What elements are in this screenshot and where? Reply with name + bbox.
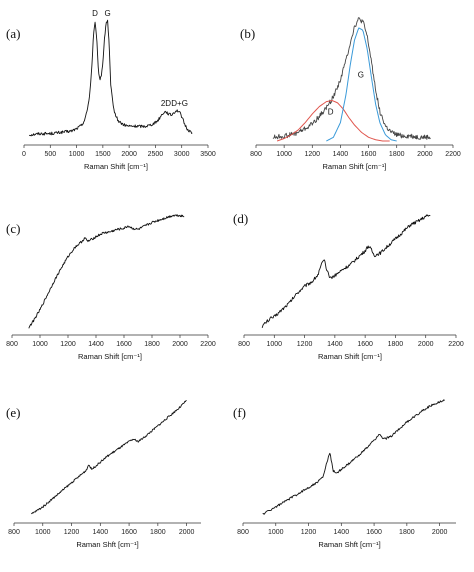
- peak-label: 2D: [161, 99, 171, 108]
- panel-label: (d): [233, 211, 248, 226]
- x-tick-label: 1400: [93, 529, 109, 536]
- x-tick-label: 1400: [334, 529, 350, 536]
- x-tick-label: 1400: [327, 341, 343, 348]
- spectrum-line-0: [31, 400, 187, 515]
- x-tick-label: 1000: [69, 151, 85, 158]
- panel-label: (e): [6, 405, 20, 420]
- x-tick-label: 2000: [418, 341, 434, 348]
- x-tick-label: 1600: [121, 529, 137, 536]
- x-tick-label: 3000: [174, 151, 190, 158]
- x-tick-label: 1500: [95, 151, 111, 158]
- x-axis-title: Raman Shift [cm⁻¹]: [323, 162, 387, 171]
- x-tick-label: 1600: [116, 341, 132, 348]
- x-tick-label: 1200: [64, 529, 80, 536]
- x-tick-label: 1600: [361, 151, 377, 158]
- x-tick-label: 1000: [268, 529, 284, 536]
- panel-label: (c): [6, 221, 20, 236]
- peak-label: D: [92, 9, 98, 18]
- x-tick-label: 3500: [200, 151, 216, 158]
- x-tick-label: 500: [44, 151, 56, 158]
- x-tick-label: 1800: [150, 529, 166, 536]
- x-tick-label: 1800: [399, 529, 415, 536]
- spectrum-line-2: [326, 27, 397, 142]
- x-tick-label: 800: [6, 341, 18, 348]
- x-tick-label: 1800: [389, 151, 405, 158]
- x-tick-label: 2000: [179, 529, 195, 536]
- spectrum-line-1: [276, 99, 390, 142]
- chart-panel-2: (c) 800 1000 1200 1400 1600 1800 2000 2200 Raman …: [6, 214, 216, 361]
- x-tick-label: 0: [22, 151, 26, 158]
- x-tick-label: 1000: [276, 151, 292, 158]
- panel-label: (b): [240, 26, 255, 41]
- peak-label: G: [358, 71, 364, 80]
- x-tick-label: 2200: [445, 151, 461, 158]
- x-tick-label: 800: [238, 341, 250, 348]
- x-tick-label: 2000: [121, 151, 137, 158]
- x-tick-label: 2200: [448, 341, 464, 348]
- x-axis-title: Raman Shft [cm⁻¹]: [76, 540, 138, 549]
- x-tick-label: 1600: [366, 529, 382, 536]
- spectrum-line-0: [261, 214, 431, 329]
- x-axis-title: Raman Shift [cm⁻¹]: [318, 352, 382, 361]
- x-tick-label: 2500: [148, 151, 164, 158]
- panel-label: (a): [6, 26, 20, 41]
- x-tick-label: 2000: [432, 529, 448, 536]
- x-tick-label: 800: [237, 529, 249, 536]
- x-tick-label: 1800: [144, 341, 160, 348]
- x-axis-title: Raman Shift [cm⁻¹]: [78, 352, 142, 361]
- chart-panel-3: (d) 800 1000 1200 1400 1600 1800 2000 2200 Raman …: [233, 211, 464, 361]
- x-tick-label: 1000: [35, 529, 51, 536]
- chart-panel-5: (f) 800 1000 1200 1400 1600 1800 2000 Raman Shft…: [233, 399, 456, 549]
- x-axis-title: Raman Shft [cm⁻¹]: [318, 540, 380, 549]
- x-tick-label: 1000: [266, 341, 282, 348]
- x-tick-label: 800: [250, 151, 262, 158]
- x-tick-label: 1800: [388, 341, 404, 348]
- x-tick-label: 1200: [60, 341, 76, 348]
- x-tick-label: 1200: [304, 151, 320, 158]
- x-tick-label: 2000: [172, 341, 188, 348]
- chart-panel-1: (b) 800 1000 1200 1400 1600 1800 2000 2200 Raman …: [240, 17, 461, 171]
- x-tick-label: 1200: [301, 529, 317, 536]
- spectrum-line-0: [272, 17, 431, 140]
- x-tick-label: 1200: [297, 341, 313, 348]
- peak-label: G: [104, 9, 110, 18]
- spectrum-line-0: [28, 214, 185, 329]
- x-axis-title: Raman Shift [cm⁻¹]: [84, 162, 148, 171]
- x-tick-label: 1400: [333, 151, 349, 158]
- spectrum-line-0: [262, 399, 445, 515]
- chart-panel-4: (e) 800 1000 1200 1400 1600 1800 2000 Raman Shft…: [6, 400, 201, 549]
- panel-label: (f): [233, 405, 246, 420]
- chart-panel-0: (a) 0 500 1000 1500 2000 2500 3000 3500 Raman Shi…: [6, 9, 216, 171]
- spectrum-line-0: [28, 19, 193, 137]
- peak-label: D: [328, 107, 334, 116]
- x-tick-label: 800: [8, 529, 20, 536]
- x-tick-label: 2000: [417, 151, 433, 158]
- x-tick-label: 2200: [200, 341, 216, 348]
- x-tick-label: 1400: [88, 341, 104, 348]
- x-tick-label: 1000: [32, 341, 48, 348]
- x-tick-label: 1600: [357, 341, 373, 348]
- peak-label: D+G: [171, 99, 188, 108]
